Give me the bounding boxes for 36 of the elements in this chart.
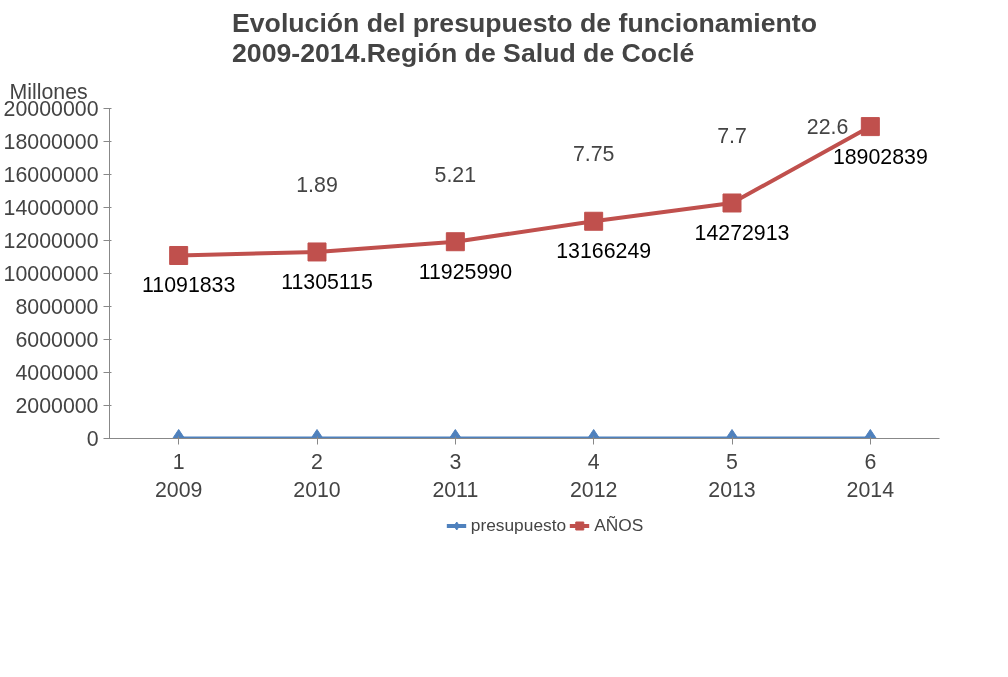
annotation: 7.7 xyxy=(717,124,747,148)
x-tick-label: 3 2011 xyxy=(432,449,479,503)
data-label: 13166249 xyxy=(556,239,652,264)
point xyxy=(169,245,189,265)
y-tick-label: 16000000 xyxy=(3,163,99,187)
annotation: 7.75 xyxy=(572,142,615,167)
data-label: 18902839 xyxy=(832,144,928,169)
y-tick-label: 2000000 xyxy=(15,394,99,418)
point xyxy=(860,117,880,137)
x-tick-label: 4 2012 xyxy=(569,449,618,503)
y-tick-label: 4000000 xyxy=(15,361,99,385)
data-label: 11925990 xyxy=(418,259,513,284)
x-tick-label: 2 2010 xyxy=(293,449,341,503)
data-label: 11091833 xyxy=(142,273,236,298)
y-tick-label: 14000000 xyxy=(3,196,99,220)
point xyxy=(584,211,604,231)
y-tick-label: 0 xyxy=(86,427,99,451)
point xyxy=(722,193,742,213)
annotation: 5.21 xyxy=(434,162,477,187)
data-label: 11305115 xyxy=(281,269,373,294)
y-tick-label: 12000000 xyxy=(3,229,99,253)
y-tick-label: 8000000 xyxy=(15,295,99,319)
legend-label: presupuesto xyxy=(470,514,567,536)
y-tick-label: 10000000 xyxy=(3,262,99,286)
x-tick-label: 5 2013 xyxy=(708,449,756,503)
annotation: 1.89 xyxy=(296,172,338,197)
point xyxy=(445,232,465,252)
x-tick-label: 1 2009 xyxy=(154,449,203,503)
chart-title: Evolución del presupuesto de funcionamiento 2009-2014.Región de Salud de Coclé xyxy=(231,7,818,68)
legend-label: AÑOS xyxy=(594,514,644,536)
data-label: 14272913 xyxy=(694,221,790,245)
point xyxy=(307,242,327,262)
y-tick-label: 18000000 xyxy=(3,130,99,154)
x-tick-label: 6 2014 xyxy=(846,449,895,503)
y-tick-label: 6000000 xyxy=(15,328,99,352)
annotation: 22.6 xyxy=(806,115,849,140)
